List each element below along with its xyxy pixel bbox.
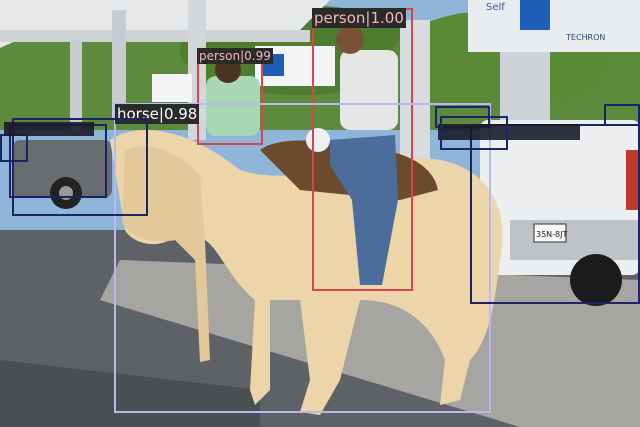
detection-box-vehicle-mid-2 [440,116,508,150]
canopy-pillar [70,40,82,130]
truck-bumper [510,220,640,260]
horse-back [122,146,210,362]
sidewalk [100,260,640,427]
detection-label-person-main: person|1.00 [312,8,406,28]
canopy-pillar [112,10,126,120]
horse-front [110,130,503,415]
canopy-edge [0,30,310,42]
detection-box-car-left-2 [12,118,148,216]
rider-shirt [340,50,398,130]
station-canopy [0,0,330,48]
rider-jeans [330,135,398,285]
pump-top [468,0,640,52]
shadow [0,360,260,427]
detection-box-horse [114,103,491,413]
pump-sign [152,74,192,102]
license-plate [533,223,567,243]
rider-shirt [206,76,260,136]
detection-label-car-left [4,122,94,136]
detection-label-person-back: person|0.99 [197,48,273,64]
station-label-text: Self [486,2,505,13]
rider-head [336,26,364,54]
tail-light [626,150,640,210]
detection-label-truck [438,124,580,140]
detection-box-truck [470,124,640,304]
plate-text: 35N-8JT [536,230,568,239]
detection-box-vehicle-right [604,104,640,126]
truck-wheel [570,254,622,306]
parked-car [12,140,112,198]
detection-box-car-small [0,134,28,162]
chevron-logo [520,0,550,30]
pump-column [500,52,550,122]
brand-text: TECHRON [565,33,605,42]
